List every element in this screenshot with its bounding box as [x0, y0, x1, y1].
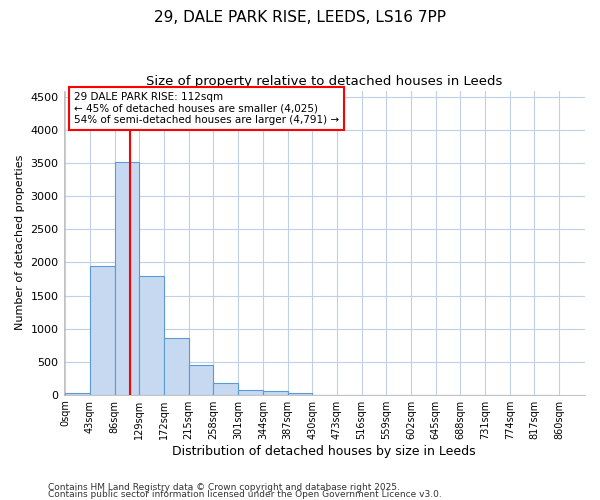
Text: Contains public sector information licensed under the Open Government Licence v3: Contains public sector information licen…	[48, 490, 442, 499]
Bar	[287, 392, 312, 394]
X-axis label: Distribution of detached houses by size in Leeds: Distribution of detached houses by size …	[172, 444, 476, 458]
Text: 29 DALE PARK RISE: 112sqm
← 45% of detached houses are smaller (4,025)
54% of se: 29 DALE PARK RISE: 112sqm ← 45% of detac…	[74, 92, 339, 125]
Text: 29, DALE PARK RISE, LEEDS, LS16 7PP: 29, DALE PARK RISE, LEEDS, LS16 7PP	[154, 10, 446, 25]
Bar	[90, 266, 115, 394]
Bar	[214, 383, 238, 394]
Y-axis label: Number of detached properties: Number of detached properties	[15, 155, 25, 330]
Bar	[115, 162, 139, 394]
Bar	[139, 276, 164, 394]
Text: Contains HM Land Registry data © Crown copyright and database right 2025.: Contains HM Land Registry data © Crown c…	[48, 484, 400, 492]
Bar	[263, 392, 287, 394]
Bar	[189, 365, 214, 394]
Bar	[164, 338, 189, 394]
Title: Size of property relative to detached houses in Leeds: Size of property relative to detached ho…	[146, 75, 502, 88]
Bar	[65, 392, 90, 394]
Bar	[238, 390, 263, 394]
